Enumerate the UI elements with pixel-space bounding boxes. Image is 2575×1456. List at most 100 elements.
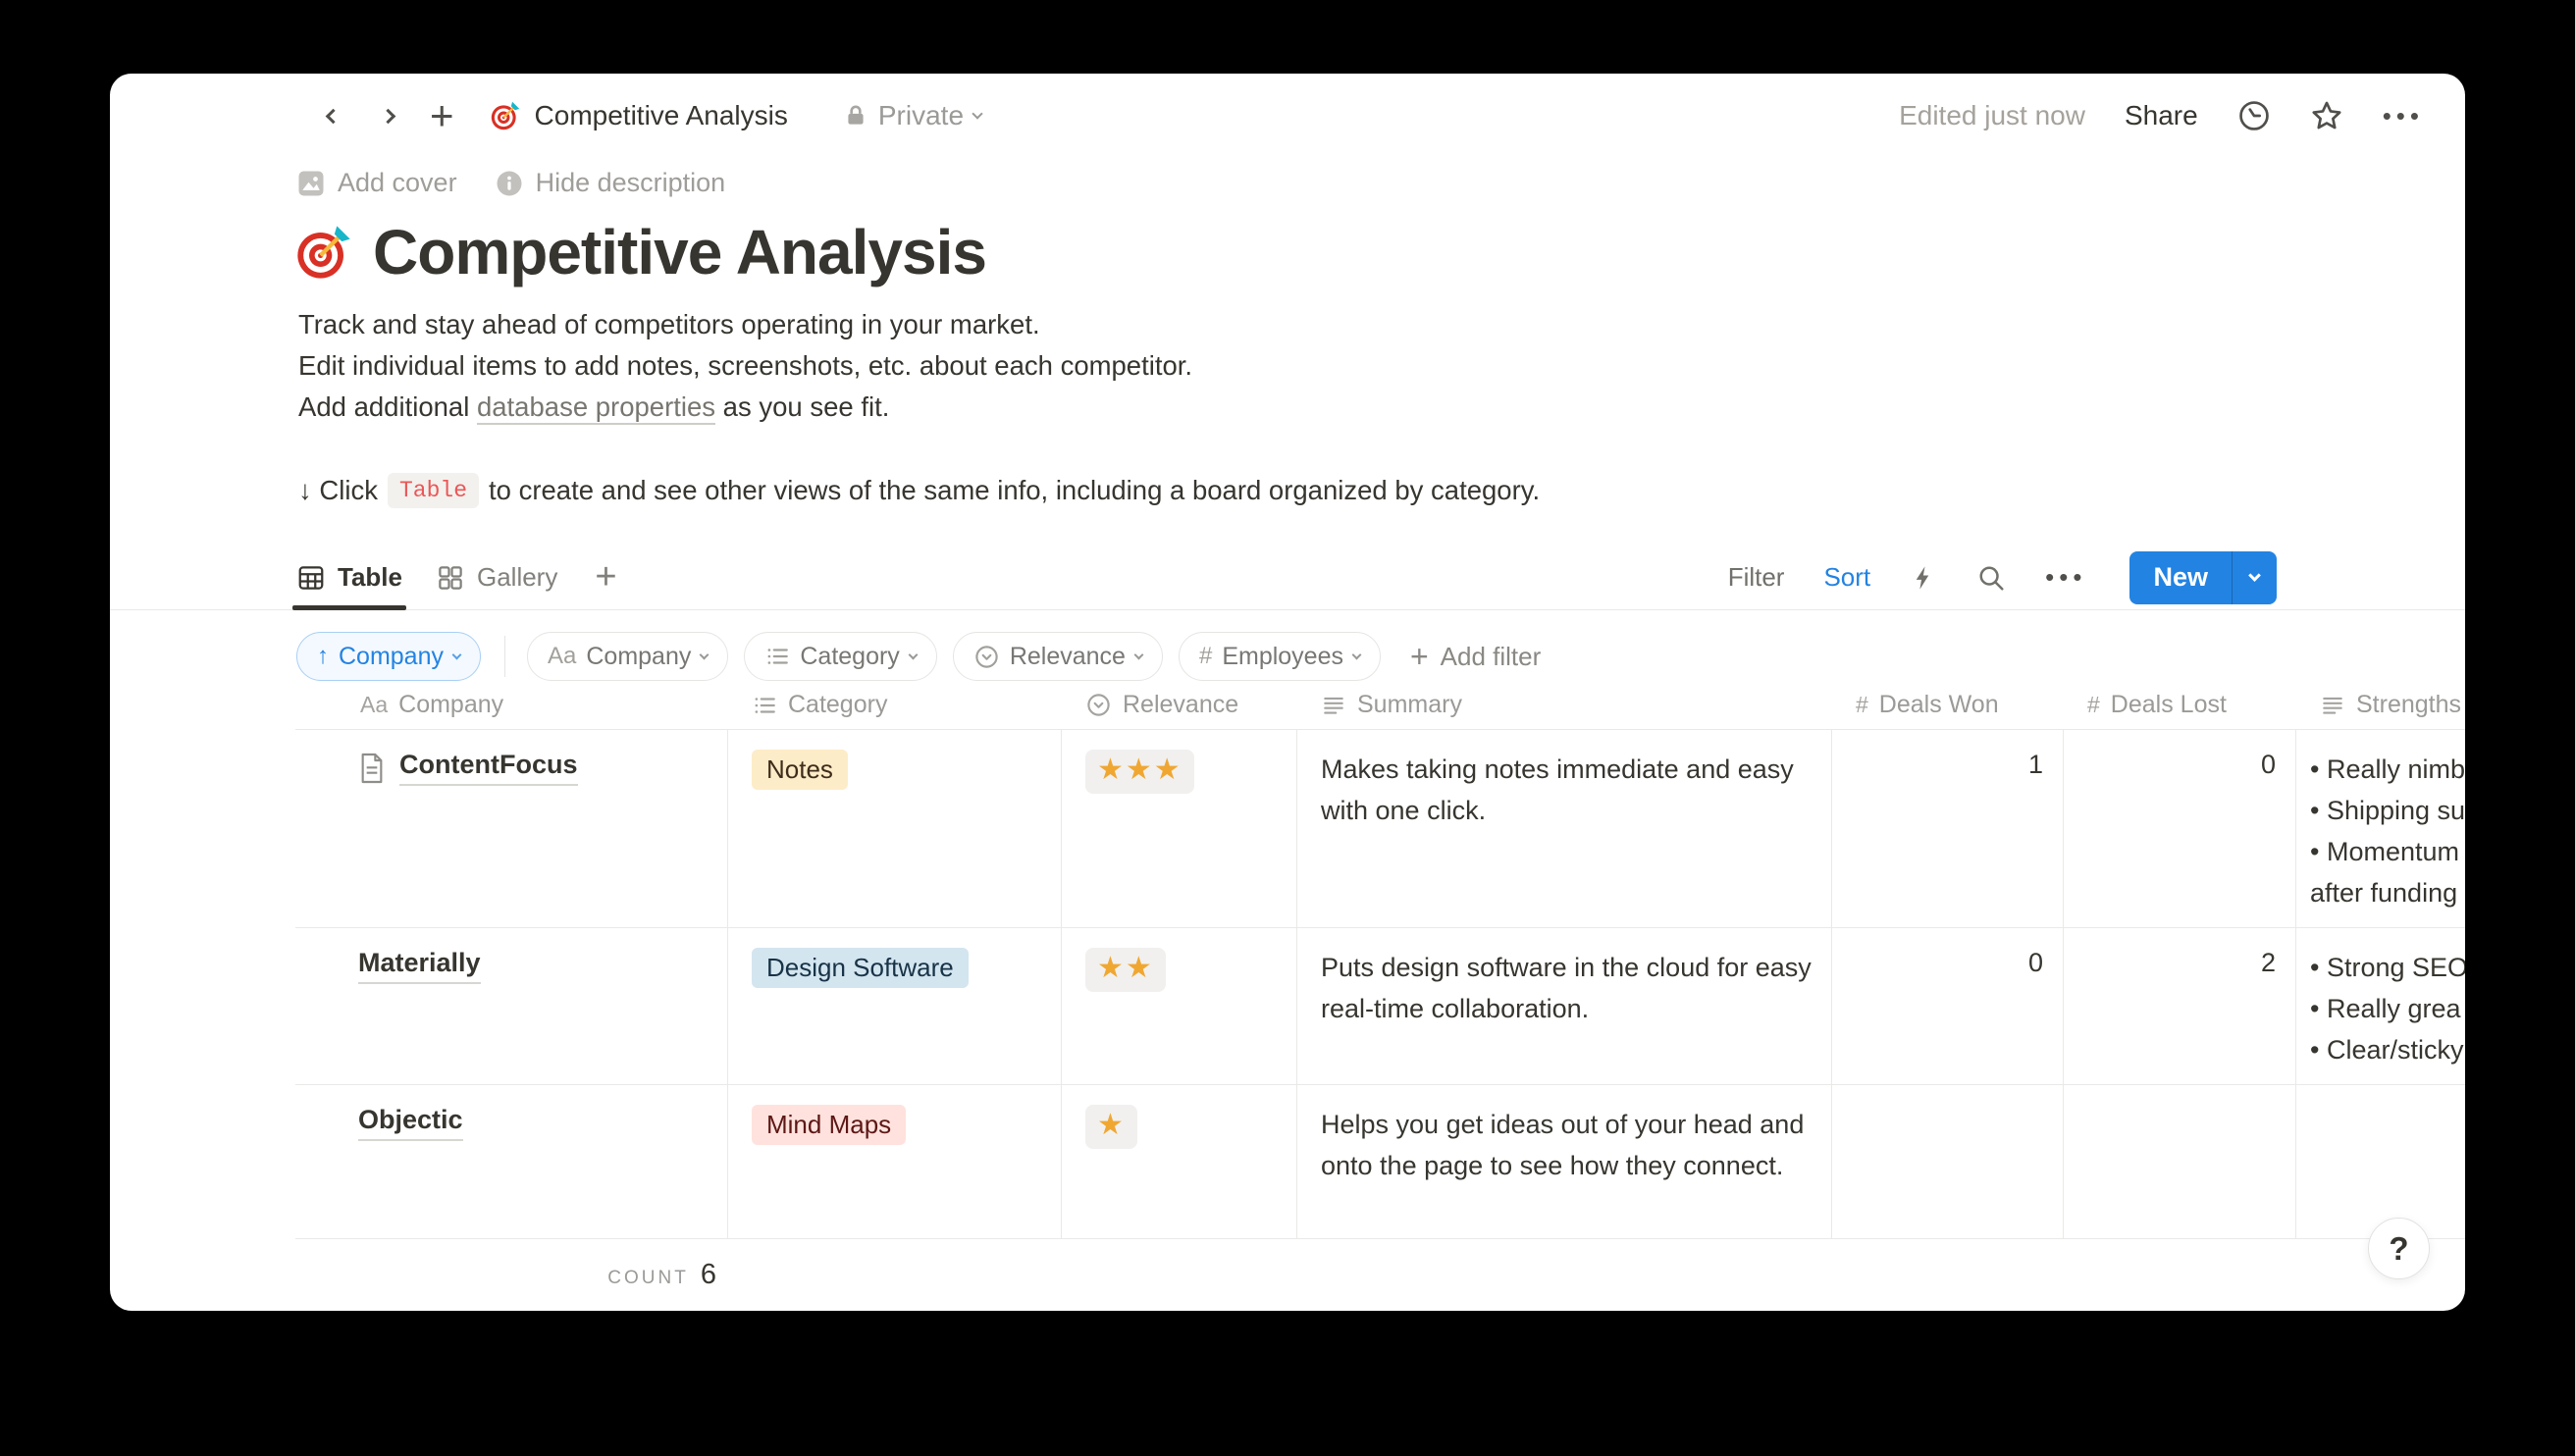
cell-company[interactable]: Objectic: [295, 1085, 728, 1238]
property-chip-category[interactable]: Category: [744, 632, 937, 681]
back-icon[interactable]: [320, 103, 345, 129]
table-footer-count[interactable]: COUNT 6: [295, 1239, 728, 1291]
new-button-label[interactable]: New: [2153, 562, 2208, 592]
cell-summary[interactable]: Makes taking notes immediate and easy wi…: [1297, 730, 1832, 927]
new-record-button[interactable]: New: [2129, 550, 2277, 604]
page-link[interactable]: Materially: [358, 948, 481, 984]
chip-label: Employees: [1222, 642, 1343, 670]
page-title-text[interactable]: Competitive Analysis: [373, 217, 987, 287]
chevron-down-icon: [972, 108, 983, 120]
column-header-deals-lost[interactable]: # Deals Lost: [2087, 691, 2227, 718]
category-tag: Mind Maps: [752, 1105, 907, 1145]
category-tag: Notes: [752, 750, 848, 790]
bulleted-list-icon: [764, 644, 790, 669]
add-filter-label: Add filter: [1440, 641, 1542, 671]
cell-deals-won[interactable]: [1832, 1085, 2064, 1238]
column-header-strengths[interactable]: Strengths: [2296, 691, 2465, 719]
add-cover-label: Add cover: [338, 168, 457, 197]
favorite-star-icon[interactable]: [2310, 99, 2343, 132]
cell-category[interactable]: Design Software: [728, 928, 1062, 1084]
cell-company[interactable]: Materially: [295, 928, 728, 1084]
add-filter-button[interactable]: + Add filter: [1410, 641, 1542, 672]
cell-summary[interactable]: Helps you get ideas out of your head and…: [1297, 1085, 1832, 1238]
database-properties-link[interactable]: database properties: [476, 391, 716, 425]
page-link[interactable]: Objectic: [358, 1105, 463, 1141]
cell-summary[interactable]: Puts design software in the cloud for ea…: [1297, 928, 1832, 1084]
hide-description-label: Hide description: [535, 168, 726, 197]
cell-deals-lost[interactable]: [2064, 1085, 2296, 1238]
privacy-dropdown[interactable]: Private: [843, 100, 983, 131]
automations-bolt-icon[interactable]: [1910, 564, 1937, 592]
forward-icon[interactable]: [375, 103, 400, 129]
history-clock-icon[interactable]: [2237, 99, 2271, 132]
hide-description-button[interactable]: Hide description: [495, 168, 726, 198]
description-line: Edit individual items to add notes, scre…: [298, 350, 1193, 381]
sort-button[interactable]: Sort: [1823, 562, 1871, 592]
page-title: Competitive Analysis: [294, 216, 2465, 288]
chip-label: Category: [800, 642, 900, 670]
breadcrumb-title: Competitive Analysis: [534, 100, 788, 130]
number-property-icon: #: [1856, 692, 1868, 717]
breadcrumb[interactable]: Competitive Analysis: [490, 100, 788, 131]
chevron-down-icon: [1351, 650, 1362, 659]
property-chip-employees[interactable]: # Employees: [1178, 632, 1381, 681]
add-view-button[interactable]: +: [595, 556, 617, 598]
help-button[interactable]: ?: [2368, 1218, 2430, 1279]
column-header-deals-won[interactable]: # Deals Won: [1856, 691, 1999, 718]
chevron-down-icon: [1133, 650, 1144, 659]
new-button-chevron[interactable]: [2233, 569, 2277, 582]
cell-deals-lost[interactable]: 2: [2064, 928, 2296, 1084]
arrow-up-icon: ↑: [317, 643, 329, 669]
cell-category[interactable]: Notes: [728, 730, 1062, 927]
table-code-chip: Table: [387, 473, 479, 508]
cell-company[interactable]: ContentFocus: [295, 730, 728, 927]
chips-divider: [504, 636, 505, 677]
page-link[interactable]: ContentFocus: [399, 750, 578, 786]
view-tabs: Table Gallery +: [292, 546, 617, 610]
cell-relevance[interactable]: ★: [1062, 1085, 1297, 1238]
chip-label: Relevance: [1009, 642, 1126, 670]
cell-deals-won[interactable]: 1: [1832, 730, 2064, 927]
text-lines-icon: [2320, 693, 2345, 718]
new-page-icon[interactable]: +: [430, 92, 454, 138]
target-emoji-icon: [490, 100, 521, 131]
view-options-icon[interactable]: •••: [2045, 562, 2087, 592]
search-icon[interactable]: [1976, 563, 2006, 593]
tab-gallery-label: Gallery: [476, 562, 558, 592]
relevance-stars: ★★★: [1085, 750, 1194, 794]
cell-strengths[interactable]: • Really nimb • Shipping su • Momentum a…: [2310, 754, 2465, 908]
tab-gallery[interactable]: Gallery: [436, 546, 557, 609]
cell-deals-lost[interactable]: 0: [2064, 730, 2296, 927]
cell-deals-won[interactable]: 0: [1832, 928, 2064, 1084]
number-property-icon: #: [2087, 692, 2100, 717]
gallery-view-icon: [436, 563, 465, 593]
cell-relevance[interactable]: ★★: [1062, 928, 1297, 1084]
tab-table[interactable]: Table: [292, 546, 406, 610]
property-chip-relevance[interactable]: Relevance: [952, 632, 1163, 681]
filter-button[interactable]: Filter: [1727, 562, 1785, 592]
property-chip-company[interactable]: Aa Company: [527, 632, 729, 681]
info-icon: [495, 169, 524, 198]
sort-chip-company[interactable]: ↑ Company: [296, 632, 481, 681]
column-header-company[interactable]: Aa Company: [360, 691, 504, 718]
cell-strengths[interactable]: • Strong SEO • Really grea • Clear/stick…: [2310, 953, 2465, 1065]
cell-category[interactable]: Mind Maps: [728, 1085, 1062, 1238]
page-description[interactable]: Track and stay ahead of competitors oper…: [298, 304, 2465, 428]
sort-chip-label: Company: [339, 642, 444, 670]
column-header-relevance[interactable]: Relevance: [1062, 691, 1297, 719]
cell-relevance[interactable]: ★★★: [1062, 730, 1297, 927]
more-options-icon[interactable]: •••: [2382, 100, 2424, 130]
column-header-category[interactable]: Category: [728, 691, 1062, 719]
view-controls: Filter Sort ••• New: [1727, 550, 2277, 604]
chevron-down-icon: [451, 650, 462, 659]
target-emoji-icon[interactable]: [294, 223, 353, 282]
database-table: Aa Company Category: [295, 681, 2465, 1239]
sidebar-menu-icon[interactable]: [259, 103, 290, 129]
page-doc-icon: [358, 753, 386, 784]
column-header-summary[interactable]: Summary: [1297, 691, 1832, 719]
toolbar-right-group: Edited just now Share •••: [1899, 99, 2424, 132]
cell-strengths[interactable]: [2296, 1085, 2465, 1238]
share-button[interactable]: Share: [2124, 100, 2198, 130]
lock-icon: [843, 103, 868, 129]
add-cover-button[interactable]: Add cover: [296, 168, 457, 198]
